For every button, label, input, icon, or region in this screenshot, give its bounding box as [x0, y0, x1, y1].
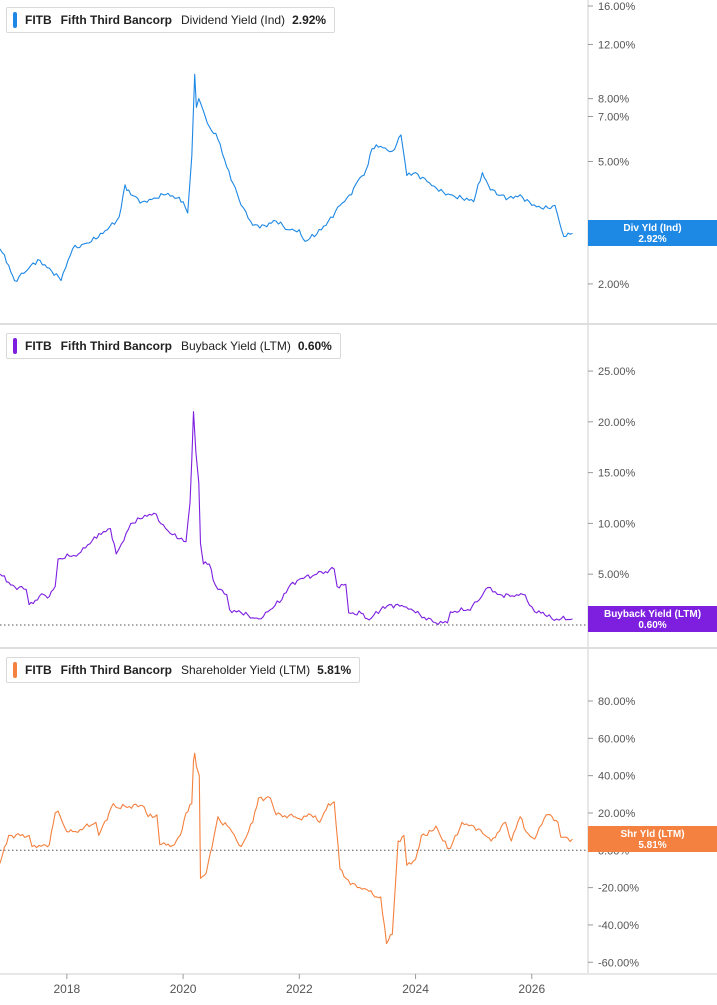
y-tick-label: 16.00%: [598, 1, 636, 13]
x-tick-label: 2026: [518, 982, 545, 996]
y-tick-label: 5.00%: [598, 569, 629, 581]
legend-company: Fifth Third Bancorp: [60, 663, 172, 677]
tag-label: Shr Yld (LTM): [620, 829, 684, 840]
legend-company: Fifth Third Bancorp: [60, 13, 172, 27]
tag-background: [588, 220, 717, 246]
y-tick-label: -20.00%: [598, 883, 639, 895]
y-tick-label: 25.00%: [598, 366, 636, 378]
y-tick-label: 8.00%: [598, 94, 629, 106]
legend-ticker: FITB: [25, 663, 52, 677]
legend-metric: Dividend Yield (Ind): [181, 13, 286, 27]
y-tick-label: 80.00%: [598, 696, 636, 708]
current-value-tag: Buyback Yield (LTM)0.60%: [588, 606, 717, 632]
y-tick-label: 5.00%: [598, 156, 629, 168]
panel-dividend-yield: 16.00% 12.00% 8.00% 7.00% 5.00% 2.00% Div Yld …: [0, 0, 717, 323]
legend-ticker: FITB: [25, 13, 52, 27]
y-tick-label: 20.00%: [598, 808, 636, 820]
y-tick-label: -40.00%: [598, 920, 639, 932]
y-tick-label: 10.00%: [598, 518, 636, 530]
legend-shareholder-yield: FITB Fifth Third Bancorp Shareholder Yie…: [6, 657, 361, 683]
tag-background: [588, 606, 717, 632]
y-tick-label: 60.00%: [598, 733, 636, 745]
legend-dividend-yield: FITB Fifth Third Bancorp Dividend Yield …: [6, 7, 336, 33]
tag-label: Buyback Yield (LTM): [604, 609, 701, 620]
tag-value: 5.81%: [638, 840, 666, 851]
tag-value: 0.60%: [638, 620, 666, 631]
tag-value: 2.92%: [638, 234, 666, 245]
y-tick-label: 12.00%: [598, 39, 636, 51]
legend-metric: Buyback Yield (LTM): [181, 339, 291, 353]
legend-company: Fifth Third Bancorp: [60, 339, 172, 353]
series-color-swatch: [13, 338, 17, 354]
x-tick-label: 2024: [402, 982, 429, 996]
legend-metric: Shareholder Yield (LTM): [181, 663, 311, 677]
y-tick-label: 2.00%: [598, 279, 629, 291]
tag-label: Div Yld (Ind): [623, 223, 681, 234]
series-color-swatch: [13, 12, 17, 28]
y-tick-label: -60.00%: [598, 957, 639, 969]
y-tick-label: 40.00%: [598, 771, 636, 783]
legend-buyback-yield: FITB Fifth Third Bancorp Buyback Yield (…: [6, 333, 341, 359]
tag-background: [588, 826, 717, 852]
legend-value: 2.92%: [292, 13, 327, 27]
panel-buyback-yield: 25.00% 20.00% 15.00% 10.00% 5.00% Buyback Yie…: [0, 323, 717, 647]
y-tick-label: 15.00%: [598, 468, 636, 480]
series-line: [0, 73, 573, 282]
series-line: [0, 411, 573, 625]
x-tick-label: 2022: [286, 982, 313, 996]
legend-value: 5.81%: [317, 663, 352, 677]
y-tick-label: 7.00%: [598, 111, 629, 123]
current-value-tag: Div Yld (Ind)2.92%: [588, 220, 717, 246]
x-tick-label: 2018: [53, 982, 80, 996]
legend-value: 0.60%: [297, 339, 332, 353]
panel-shareholder-yield: 80.00%60.00%40.00%20.00%0.00%-20.00%-40.…: [0, 647, 717, 973]
y-tick-label: 20.00%: [598, 417, 636, 429]
series-color-swatch: [13, 662, 17, 678]
current-value-tag: Shr Yld (LTM)5.81%: [588, 826, 717, 852]
series-line: [0, 752, 573, 945]
legend-ticker: FITB: [25, 339, 52, 353]
x-axis: 2018 2020 2022 2024 2026: [0, 973, 717, 996]
x-tick-label: 2020: [170, 982, 197, 996]
